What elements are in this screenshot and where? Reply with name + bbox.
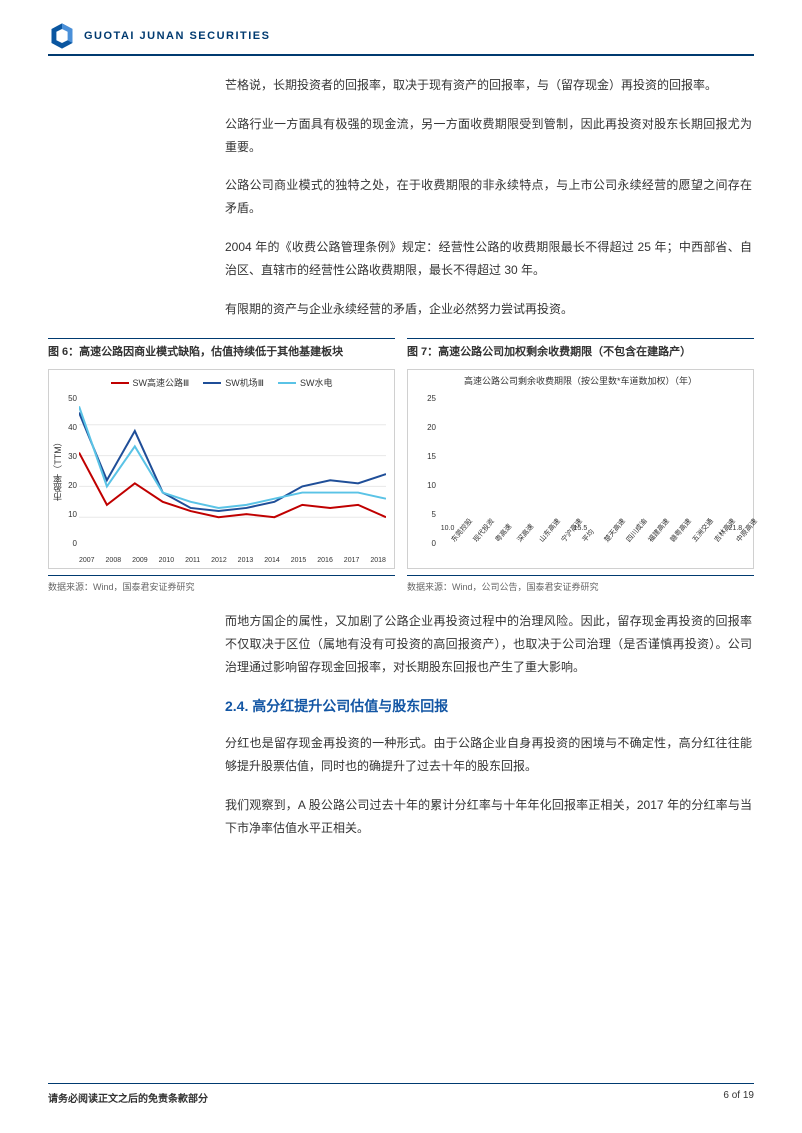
charts-row: 图 6：高速公路因商业模式缺陷，估值持续低于其他基建板块 SW高速公路Ⅲ SW机场… [48,338,754,593]
chart-6-lines [79,394,386,548]
paragraph: 而地方国企的属性，又加剧了公路企业再投资过程中的治理风险。因此，留存现金再投资的… [225,610,752,678]
company-name: GUOTAI JUNAN SECURITIES [84,30,270,42]
paragraph: 2004 年的《收费公路管理条例》规定：经营性公路的收费期限最长不得超过 25 … [225,236,752,282]
chart-6-yaxis: 01020304050 [65,394,77,548]
company-logo-icon [48,22,76,50]
legend-item: SW高速公路Ⅲ [111,376,190,389]
chart-6-title: 图 6：高速公路因商业模式缺陷，估值持续低于其他基建板块 [48,338,395,363]
paragraph: 公路公司商业模式的独特之处，在于收费期限的非永续特点，与上市公司永续经营的愿望之… [225,174,752,220]
chart-7-title: 图 7：高速公路公司加权剩余收费期限（不包含在建路产） [407,338,754,363]
legend-item: SW机场Ⅲ [203,376,264,389]
body-text-upper: 芒格说，长期投资者的回报率，取决于现有资产的回报率，与（留存现金）再投资的回报率… [225,74,752,336]
legend-item: SW水电 [278,376,333,389]
chart-7: 图 7：高速公路公司加权剩余收费期限（不包含在建路产） 高速公路公司剩余收费期限… [407,338,754,593]
section-title: 高分红提升公司估值与股东回报 [252,698,448,714]
chart-7-bars: 10.015.521.8 [438,392,745,536]
chart-6: 图 6：高速公路因商业模式缺陷，估值持续低于其他基建板块 SW高速公路Ⅲ SW机场… [48,338,395,593]
page-number: 6 of 19 [723,1090,754,1105]
page-footer: 请务必阅读正文之后的免责条款部分 6 of 19 [48,1083,754,1105]
chart-7-inner-title: 高速公路公司剩余收费期限（按公里数*车道数加权）（年） [408,374,753,387]
chart-6-legend: SW高速公路Ⅲ SW机场Ⅲ SW水电 [49,376,394,389]
chart-7-yaxis: 0510152025 [424,394,436,548]
section-number: 2.4. [225,698,248,714]
paragraph: 芒格说，长期投资者的回报率，取决于现有资产的回报率，与（留存现金）再投资的回报率… [225,74,752,97]
chart-6-ylabel: 市盈率（TTM） [51,437,64,501]
paragraph: 分红也是留存现金再投资的一种形式。由于公路企业自身再投资的困境与不确定性，高分红… [225,732,752,778]
body-text-lower: 而地方国企的属性，又加剧了公路企业再投资过程中的治理风险。因此，留存现金再投资的… [225,610,752,856]
chart-6-source: 数据来源：Wind，国泰君安证券研究 [48,575,395,593]
footer-disclaimer: 请务必阅读正文之后的免责条款部分 [48,1090,208,1105]
paragraph: 公路行业一方面具有极强的现金流，另一方面收费期限受到管制，因此再投资对股东长期回… [225,113,752,159]
chart-6-plot: SW高速公路Ⅲ SW机场Ⅲ SW水电 市盈率（TTM） 01020304050 20… [48,369,395,569]
chart-7-xaxis: 东莞控股现代投资粤高速深高速山东高速宁沪高速平均楚天高速四川成渝福建高速赣粤高速… [438,538,745,566]
paragraph: 有限期的资产与企业永续经营的矛盾，企业必然努力尝试再投资。 [225,298,752,321]
chart-7-source: 数据来源：Wind，公司公告，国泰君安证券研究 [407,575,754,593]
chart-6-xaxis: 2007200820092010201120122013201420152016… [79,557,386,564]
paragraph: 我们观察到，A 股公路公司过去十年的累计分红率与十年年化回报率正相关，2017 … [225,794,752,840]
page-header: GUOTAI JUNAN SECURITIES [48,22,754,56]
chart-7-plot: 高速公路公司剩余收费期限（按公里数*车道数加权）（年） 0510152025 1… [407,369,754,569]
section-heading: 2.4. 高分红提升公司估值与股东回报 [225,696,752,716]
